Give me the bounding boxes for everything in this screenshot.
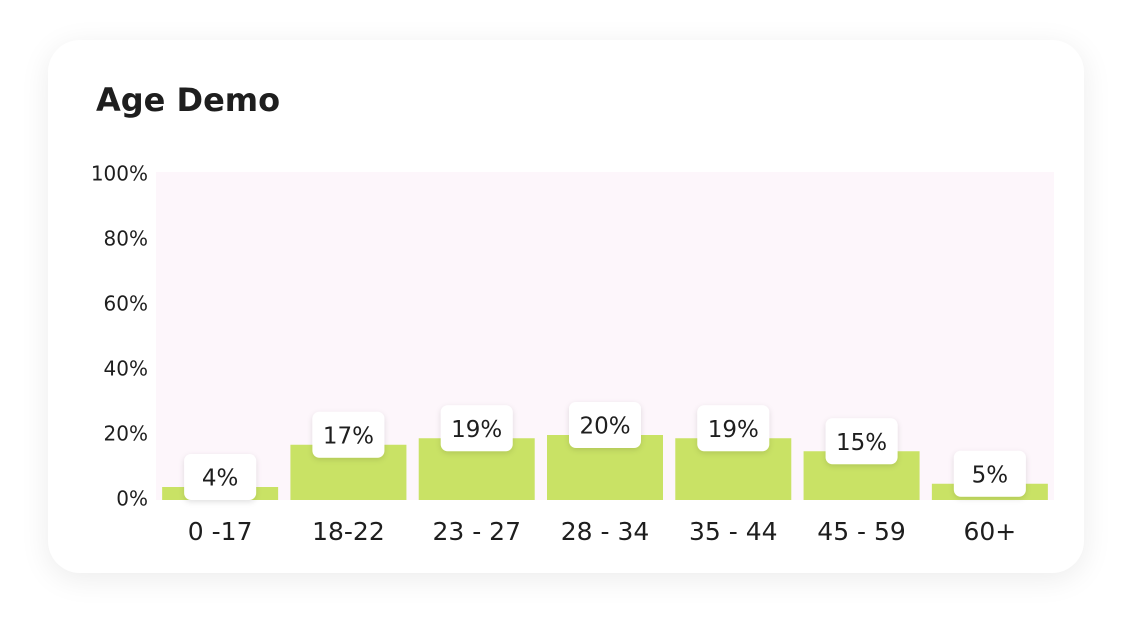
x-tick-label: 45 - 59 — [817, 517, 906, 546]
y-tick-label: 20% — [104, 422, 148, 446]
x-tick-label: 23 - 27 — [432, 517, 521, 546]
value-label: 17% — [323, 423, 374, 449]
value-label-box — [697, 405, 770, 452]
x-tick-label: 28 - 34 — [561, 517, 650, 546]
y-tick-label: 0% — [116, 487, 148, 511]
value-label: 15% — [836, 430, 887, 456]
x-tick-label: 0 -17 — [188, 517, 253, 546]
value-label: 5% — [972, 462, 1009, 488]
value-label-box — [440, 405, 513, 452]
x-tick-label: 35 - 44 — [689, 517, 778, 546]
value-label: 20% — [579, 414, 630, 440]
chart-title: Age Demo — [96, 81, 280, 119]
value-label-box — [569, 402, 641, 448]
value-label-box — [953, 450, 1026, 497]
x-tick-label: 18-22 — [312, 517, 385, 546]
value-label-box — [184, 454, 257, 500]
y-tick-label: 60% — [104, 292, 148, 316]
y-tick-label: 100% — [91, 162, 148, 186]
y-tick-label: 80% — [104, 227, 148, 251]
value-label: 19% — [708, 417, 759, 443]
x-tick-label: 60+ — [963, 517, 1016, 546]
value-label-box — [825, 418, 898, 465]
value-label-box — [312, 411, 385, 458]
value-label: 4% — [202, 466, 239, 492]
value-label: 19% — [451, 417, 502, 443]
y-tick-label: 40% — [104, 357, 148, 381]
